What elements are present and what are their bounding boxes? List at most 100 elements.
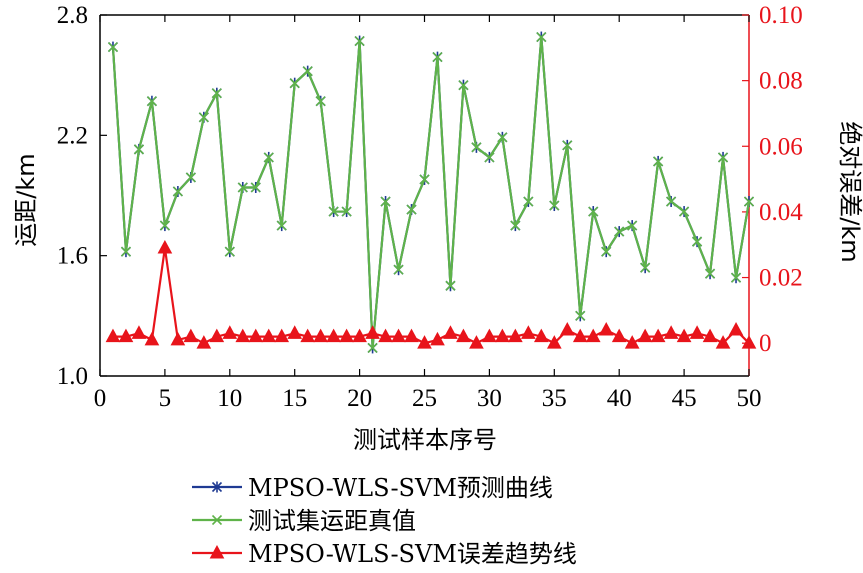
series-2-point <box>640 262 651 273</box>
series-3-point <box>611 328 627 343</box>
series-2-point <box>393 264 404 275</box>
series-3-point <box>196 335 212 349</box>
series-2-point <box>172 186 183 197</box>
series-3-point <box>650 328 666 343</box>
series-2-point <box>432 52 443 63</box>
series-2-point <box>237 182 248 193</box>
series-3-point <box>157 239 173 254</box>
series-3-point <box>261 328 277 343</box>
legend-swatch-marker <box>209 544 225 559</box>
series-2-point <box>367 342 378 353</box>
series-3-point <box>728 322 744 336</box>
x-tick-label: 35 <box>542 385 567 412</box>
right-y-tick-label: 0 <box>759 330 772 357</box>
series-3-point <box>274 328 290 343</box>
series-2-point <box>497 132 508 143</box>
right-y-tick-label: 0.08 <box>759 68 803 95</box>
series-3-point <box>144 331 160 346</box>
series-2-point <box>614 226 625 237</box>
series-2-point <box>692 236 703 247</box>
series-2-point <box>211 88 222 99</box>
series-2-point <box>302 66 313 77</box>
series-2-point <box>380 196 391 207</box>
legend-label: MPSO-WLS-SVM预测曲线 <box>248 474 553 502</box>
series-2-point <box>419 174 430 185</box>
series-2-point <box>679 206 690 217</box>
series-3-point <box>482 328 497 343</box>
series-2-point <box>549 200 560 211</box>
right-y-tick-label: 0.02 <box>759 265 803 292</box>
x-tick-label: 45 <box>672 385 697 412</box>
series-3-point <box>313 328 328 343</box>
series-3-point <box>663 325 679 339</box>
series-3-point <box>378 328 393 343</box>
series-2-point <box>224 246 235 257</box>
series-2-point <box>471 142 482 153</box>
series-2-point <box>198 112 209 123</box>
series-2-point <box>601 246 612 257</box>
series-3-point <box>209 328 225 343</box>
series-3-point <box>508 328 523 343</box>
series-2-point <box>185 172 196 183</box>
series-3-point <box>365 325 380 339</box>
series-2-point <box>146 96 157 107</box>
axes: 0 5 10 15 20 25 30 35 40 45 50 1.0 1.6 2.2 2.8 0 0.02 0.0… <box>57 2 804 412</box>
series-2-point <box>523 196 534 207</box>
legend-swatch-marker <box>211 514 223 526</box>
series-2-point <box>328 206 339 217</box>
series-2-point <box>133 144 145 155</box>
left-y-tick-label: 2.2 <box>57 122 88 149</box>
series-2-point <box>743 196 755 207</box>
right-y-axis-title: 绝对误差/km <box>836 121 863 262</box>
series-2-point <box>704 268 716 279</box>
series-3-point <box>689 325 705 339</box>
series-2-point <box>276 220 287 231</box>
series-2-line <box>111 36 751 349</box>
series-3-point <box>559 322 575 336</box>
series-3-point <box>287 325 303 339</box>
series-3-point <box>456 328 471 343</box>
series-3-point <box>339 328 354 343</box>
series-3-point <box>300 328 316 343</box>
series-2-point <box>406 204 417 215</box>
x-tick-label: 20 <box>347 385 372 412</box>
series-3-point <box>702 328 718 343</box>
series-3-point <box>235 328 251 343</box>
series-3-point <box>715 335 731 349</box>
series-3-point <box>585 328 601 343</box>
series-3-point <box>183 328 199 343</box>
series-2-point <box>484 152 495 163</box>
series-3-point <box>105 328 121 343</box>
x-axis-title: 测试样本序号 <box>353 426 497 454</box>
series-3-point <box>391 328 406 343</box>
series-2-point <box>341 206 352 217</box>
series-2-point <box>458 80 469 91</box>
x-tick-label: 5 <box>159 385 172 412</box>
left-y-axis-title: 运距/km <box>12 153 40 246</box>
series-2-point <box>730 272 742 283</box>
series-3-point <box>170 331 186 346</box>
labels-layer: 测试样本序号 运距/km 绝对误差/km <box>12 121 863 454</box>
series-2-point <box>120 246 132 257</box>
series-3-point <box>741 335 757 349</box>
series-2-point <box>445 280 456 291</box>
x-tick-label: 25 <box>412 385 437 412</box>
series-2-point <box>107 42 119 53</box>
series-2-point <box>536 31 547 43</box>
series-3-point <box>469 335 484 349</box>
x-tick-label: 10 <box>217 385 242 412</box>
right-y-tick-label: 0.06 <box>759 133 803 160</box>
series-2-point <box>627 220 638 231</box>
series-3-point <box>533 328 549 343</box>
right-y-tick-label: 0.04 <box>759 199 803 226</box>
series-2-point <box>289 78 300 89</box>
x-tick-label: 50 <box>737 385 762 412</box>
series-2-point <box>510 220 521 231</box>
series-3-point <box>598 322 614 336</box>
series-3-point <box>118 328 134 343</box>
left-y-tick-label: 1.0 <box>57 363 88 390</box>
series-3-point <box>326 328 341 343</box>
legend-label: 测试集运距真值 <box>248 507 416 535</box>
x-tick-label: 15 <box>282 385 307 412</box>
